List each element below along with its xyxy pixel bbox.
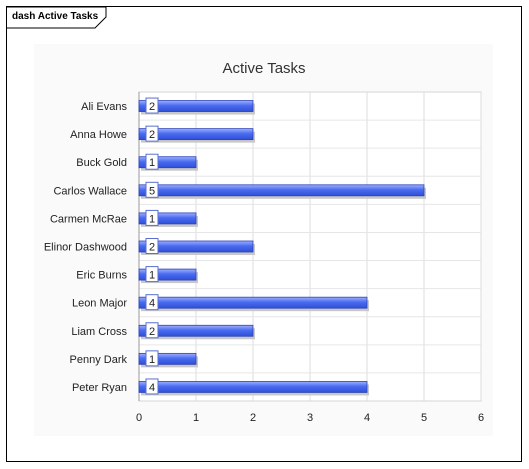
bar[interactable] [138,324,254,337]
chart-title: Active Tasks [222,60,305,77]
data-label-box [145,238,159,254]
category-label: Leon Major [72,298,127,310]
bar-chart: Active Tasks 0 1 2 3 4 5 6 Ali Evans 2 Anna Howe 2… [44,60,484,424]
data-label-box [145,125,159,142]
bar[interactable] [138,184,425,197]
data-label: 1 [149,157,155,169]
data-label-box [145,322,159,339]
data-label-box [145,97,159,114]
bar[interactable] [138,156,197,169]
category-label: Anna Howe [70,129,127,141]
category-label: Eric Burns [76,270,127,282]
x-tick-label: 5 [421,412,427,424]
data-label-box [145,350,159,367]
bar[interactable] [138,128,254,141]
bar[interactable] [138,352,197,365]
data-label: 1 [149,213,155,225]
data-label-box [145,181,159,198]
category-label: Elinor Dashwood [44,242,127,254]
bar[interactable] [138,268,197,281]
category-label: Carmen McRae [50,213,127,225]
category-label: Peter Ryan [72,382,127,394]
data-label-box [145,209,159,226]
x-tick-label: 0 [136,412,142,424]
data-label: 1 [149,354,155,366]
frame-tab [7,7,107,29]
frame-tab-label: dash Active Tasks [12,11,99,22]
data-label-box [145,153,159,170]
category-label: Penny Dark [70,354,128,366]
category-label: Carlos Wallace [53,185,127,197]
x-tick-label: 4 [364,412,370,424]
data-label-box [145,266,159,283]
category-label: Liam Cross [71,326,127,338]
category-label: Buck Gold [76,157,127,169]
label-layer: 0 1 2 3 4 5 6 Ali Evans 2 Anna Howe 2 Buck Gold 1 Car… [44,97,484,424]
data-label: 2 [149,242,155,254]
bar[interactable] [138,381,368,393]
x-tick-label: 1 [193,412,199,424]
bar[interactable] [138,296,368,309]
grid-layer [138,91,482,402]
data-label: 4 [149,382,155,394]
bar[interactable] [138,100,254,112]
bar-layer [138,100,426,396]
x-tick-label: 2 [250,412,256,424]
bar[interactable] [138,240,254,253]
data-label-box [145,294,159,311]
data-label: 1 [149,270,155,282]
data-label: 5 [149,185,155,197]
x-tick-label: 6 [478,412,484,424]
data-label: 2 [149,129,155,141]
data-label: 2 [149,101,155,113]
bar[interactable] [138,212,197,225]
data-label: 2 [149,326,155,338]
category-label: Ali Evans [81,101,127,113]
data-label-box [145,378,159,395]
chart-panel: Active Tasks 0 1 2 3 4 5 6 Ali Evans 2 Anna Howe 2… [34,44,493,436]
data-label: 4 [149,298,155,310]
x-tick-label: 3 [307,412,313,424]
